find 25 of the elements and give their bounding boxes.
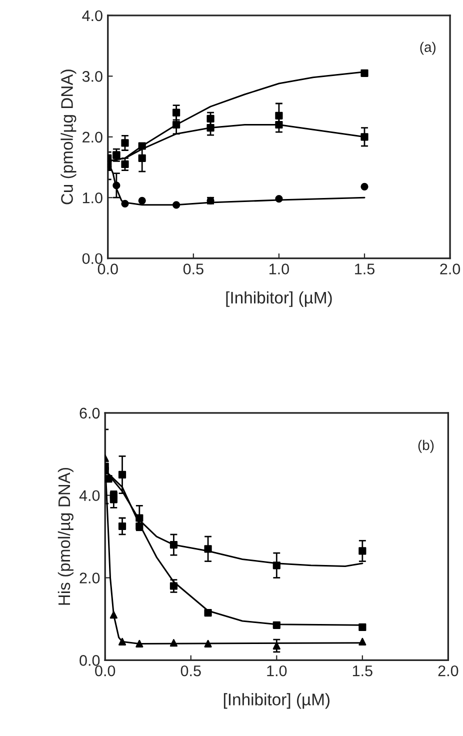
y-tick-label: 2.0 [82, 132, 102, 143]
x-tick-label: 1.5 [355, 264, 374, 274]
y-tick-label: 2.0 [80, 572, 100, 584]
annotation: (b) [418, 440, 434, 453]
x-tick-label: 1.5 [352, 666, 372, 676]
x-axis-title: [Inhibitor] (µM) [226, 291, 332, 307]
y-tick-label: 6.0 [80, 408, 100, 419]
x-tick-label: 1.0 [270, 264, 289, 274]
x-tick-label: 2.0 [440, 264, 460, 274]
y-axis-title: His (pmol/µg DNA) [58, 468, 74, 605]
x-tick-label: 1.0 [267, 665, 287, 676]
x-axis-title: [Inhibitor] (µM) [224, 693, 330, 709]
y-axis-title: Cu (pmol/µg DNA) [60, 70, 76, 204]
y-tick-label: 0.0 [80, 655, 100, 666]
annotation: (a) [420, 42, 436, 55]
y-tick-label: 3.0 [82, 71, 102, 82]
x-tick-label: 0.0 [98, 264, 118, 274]
x-tick-label: 0.0 [95, 665, 116, 676]
y-tick-label: 4.0 [79, 490, 100, 502]
x-tick-label: 0.5 [183, 264, 204, 274]
y-tick-label: 1.0 [82, 192, 102, 204]
y-tick-label: 4.0 [82, 10, 102, 22]
x-tick-label: 2.0 [438, 665, 458, 676]
y-tick-label: 0.0 [82, 253, 102, 264]
x-tick-label: 0.5 [180, 665, 201, 676]
